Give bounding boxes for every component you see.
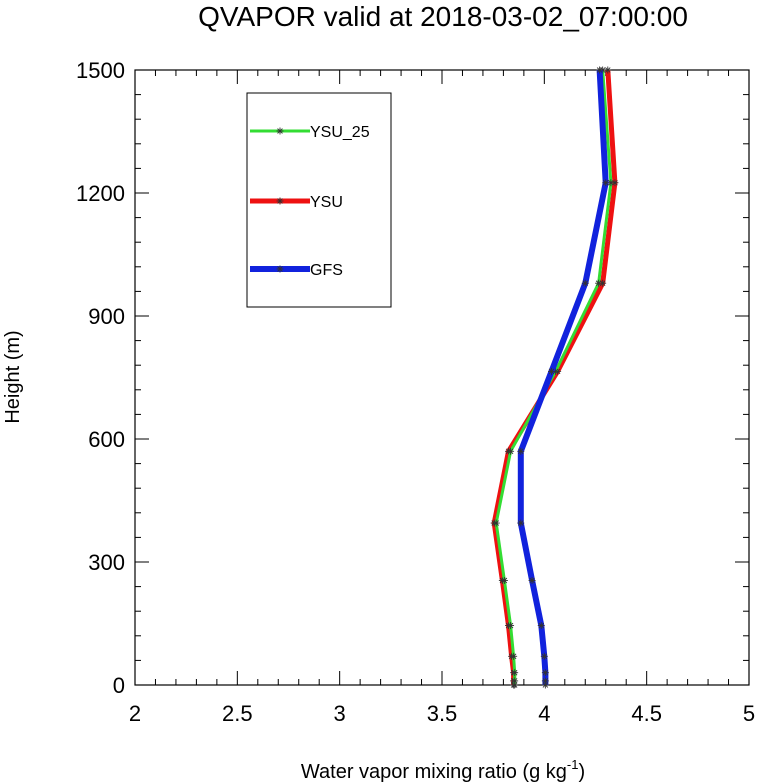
legend: YSU_25 YSU GFS: [246, 92, 392, 308]
series-gfs: [517, 66, 610, 689]
data-point: [547, 367, 555, 375]
x-tick-label: 2.5: [222, 701, 253, 726]
x-axis-label-main: Water vapor mixing ratio (g kg: [301, 761, 567, 783]
data-point: [599, 279, 607, 287]
data-point: [517, 447, 525, 455]
legend-item-ysu: YSU: [250, 194, 343, 211]
y-tick-label: 900: [88, 304, 125, 329]
y-tick-label: 0: [113, 673, 125, 698]
data-point: [511, 669, 519, 677]
data-point: [511, 677, 519, 685]
data-point: [510, 652, 518, 660]
data-point: [541, 677, 549, 685]
data-point: [602, 179, 610, 187]
y-axis-ticks: 0 300 600 900 1200 1500: [76, 58, 749, 698]
data-point: [507, 622, 515, 630]
y-tick-label: 300: [88, 550, 125, 575]
x-tick-label: 5: [743, 701, 755, 726]
x-tick-label: 3.5: [427, 701, 458, 726]
legend-items: YSU_25 YSU GFS: [250, 124, 370, 279]
x-tick-label: 4: [538, 701, 550, 726]
data-point: [517, 519, 525, 527]
data-point: [595, 279, 603, 287]
y-axis-label: Height (m): [2, 330, 24, 423]
data-point: [540, 652, 548, 660]
x-axis-label: Water vapor mixing ratio (g kg-1): [301, 757, 585, 783]
series-ysu: [490, 66, 619, 689]
legend-item-ysu_25: YSU_25: [250, 124, 370, 141]
data-point: [500, 576, 508, 584]
data-point: [537, 622, 545, 630]
y-tick-label: 1500: [76, 58, 125, 83]
data-point: [507, 447, 515, 455]
x-axis-label-superscript: -1: [567, 757, 579, 772]
y-tick-label: 600: [88, 427, 125, 452]
series-line: [517, 69, 609, 685]
plot-frame: [134, 69, 750, 686]
series-ysu_25: [492, 66, 615, 689]
x-tick-label: 3: [334, 701, 346, 726]
x-axis-ticks: 2 2.5 3 3.5 4 4.5 5: [129, 70, 755, 726]
legend-label: YSU: [310, 194, 343, 211]
data-point: [492, 519, 500, 527]
series-line: [491, 69, 618, 685]
legend-label: YSU_25: [310, 124, 370, 141]
plot-border: [134, 69, 750, 686]
data-point: [541, 669, 549, 677]
x-tick-label: 2: [129, 701, 141, 726]
data-point: [581, 279, 589, 287]
x-tick-label: 4.5: [631, 701, 662, 726]
series-layer: [490, 66, 619, 689]
series-line: [494, 69, 613, 685]
legend-label: GFS: [310, 262, 343, 279]
data-point: [528, 576, 536, 584]
data-point: [596, 66, 604, 74]
legend-item-gfs: GFS: [250, 262, 343, 279]
x-axis-label-end: ): [578, 761, 585, 783]
chart-title: QVAPOR valid at 2018-03-02_07:00:00: [198, 1, 688, 32]
y-tick-label: 1200: [76, 181, 125, 206]
